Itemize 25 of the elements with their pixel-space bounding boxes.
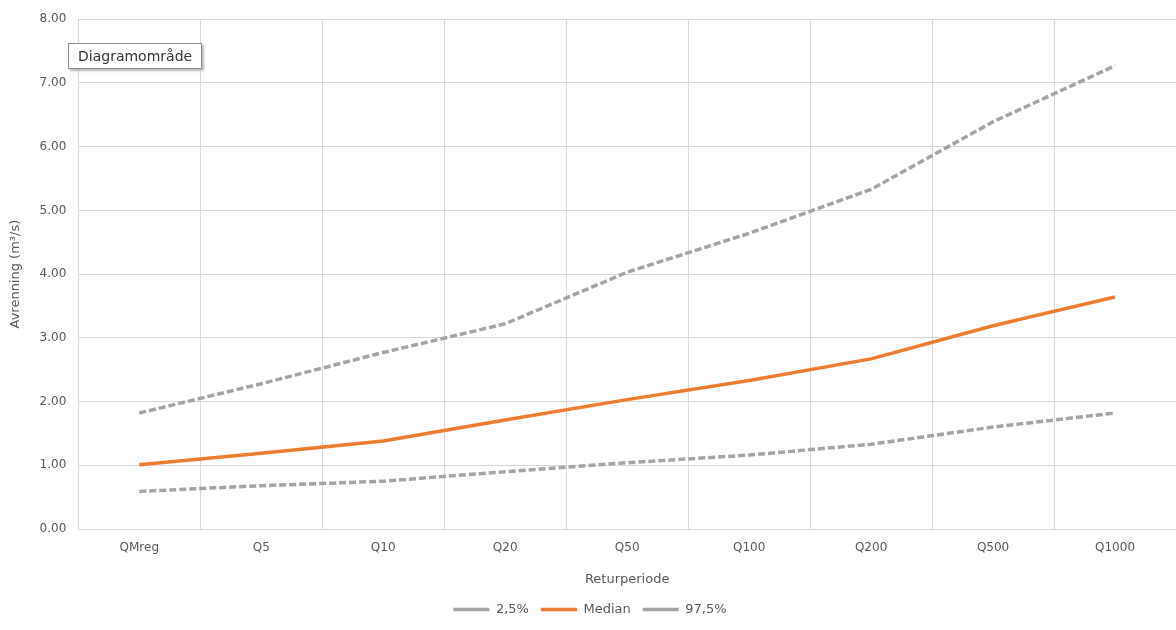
- x-tick-label: Q10: [370, 540, 396, 555]
- y-tick-label: 0.00: [39, 521, 67, 536]
- x-tick-label: Q1000: [1095, 540, 1136, 555]
- x-tick-label: Q200: [854, 540, 888, 555]
- y-tick-label: 7.00: [39, 75, 67, 90]
- y-tick-label: 5.00: [39, 202, 67, 217]
- x-tick-label: Q20: [492, 540, 518, 555]
- x-tick-label: Q50: [614, 540, 640, 555]
- x-tick-label: Q5: [252, 540, 270, 555]
- x-tick-label: QMreg: [119, 540, 160, 555]
- legend-label: Median: [583, 600, 631, 616]
- x-tick-label: Q500: [976, 540, 1010, 555]
- y-tick-label: 1.00: [39, 457, 67, 472]
- y-axis-title: Avrenning (m³/s): [7, 219, 23, 329]
- y-tick-label: 8.00: [39, 11, 67, 26]
- legend-label: 2,5%: [495, 600, 529, 616]
- legend-label: 97,5%: [685, 600, 727, 616]
- y-tick-label: 6.00: [39, 138, 67, 153]
- line-series: [137, 63, 1117, 415]
- x-tick-label: Q100: [732, 540, 766, 555]
- y-tick-label: 2.00: [39, 393, 67, 408]
- y-tick-label: 3.00: [39, 329, 67, 344]
- y-tick-label: 4.00: [39, 266, 67, 281]
- x-axis-title: Returperiode: [584, 570, 670, 586]
- annotation: Diagramområde: [68, 43, 203, 69]
